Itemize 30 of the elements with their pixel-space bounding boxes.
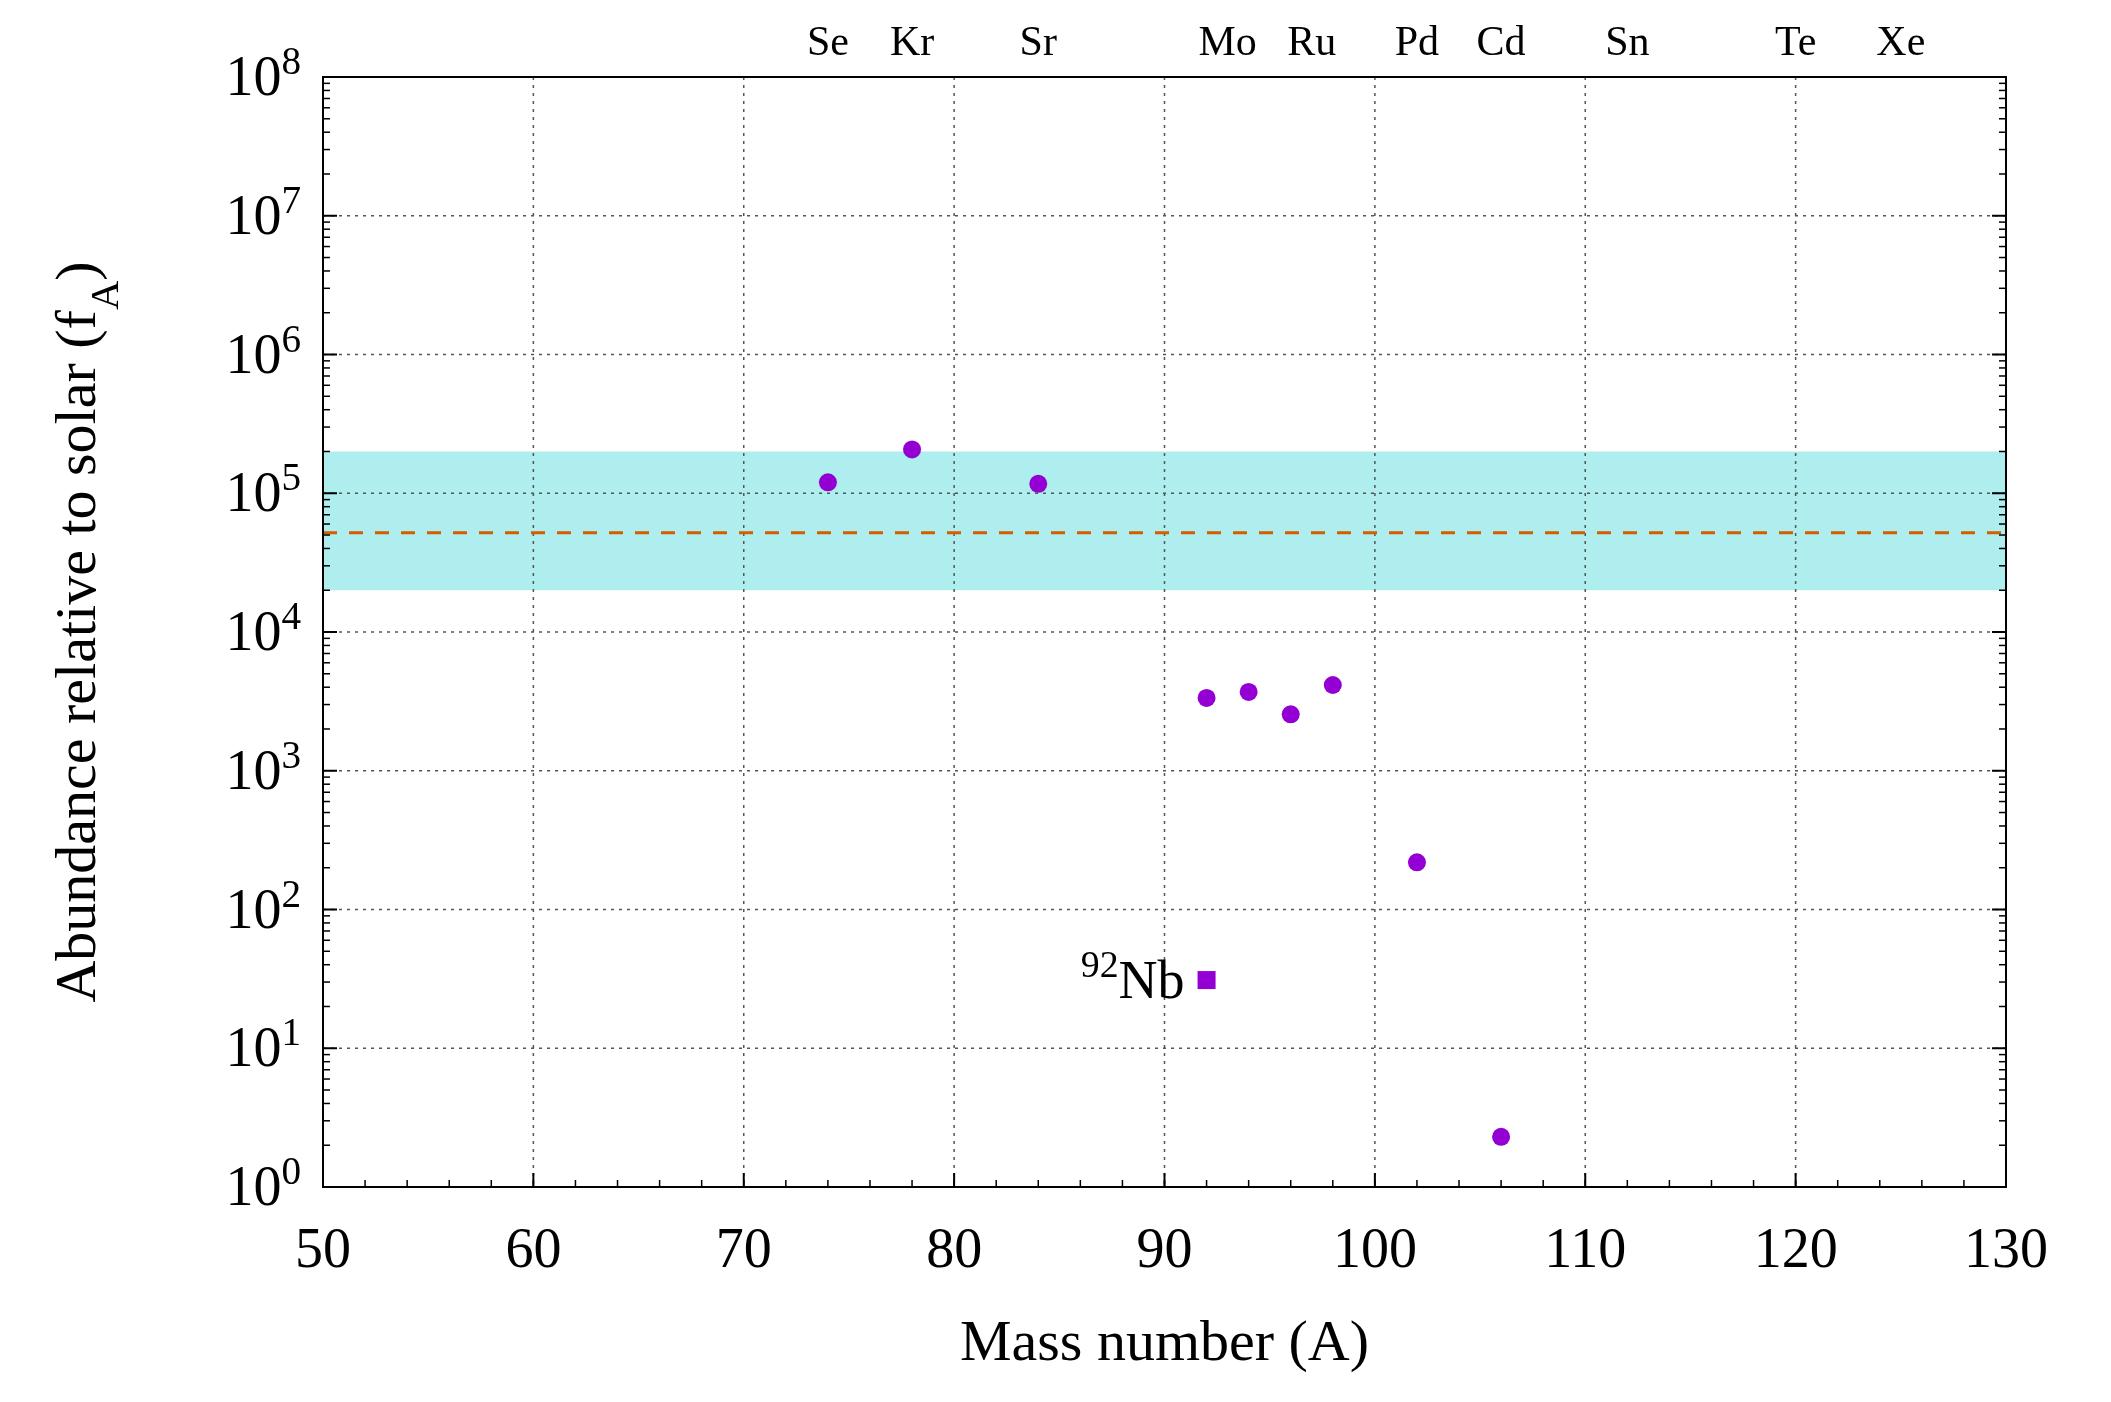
text: Mo: [1198, 18, 1257, 64]
y-tick-label: 10$^{5}$: [225, 454, 301, 524]
y-tick-label: 10$^{4}$: [225, 593, 301, 662]
y-tick-label: 10$^{7}$: [225, 177, 301, 246]
text: Ru: [1287, 18, 1337, 64]
y-tick-label: 10$^{6}$: [225, 316, 301, 385]
y-tick-label: 10$^{0}$: [225, 1148, 301, 1217]
text: Se: [806, 18, 849, 64]
x-tick-label: 90: [1136, 1217, 1193, 1279]
x-axis-title: Mass number (A): [959, 1308, 1370, 1373]
text: Te: [1774, 18, 1817, 64]
text: Pd: [1394, 18, 1440, 64]
text: Cd: [1476, 18, 1526, 64]
text: Xe: [1876, 18, 1926, 64]
x-tick-label: 70: [715, 1217, 772, 1279]
text: Sr: [1019, 18, 1057, 64]
x-tick-label: 120: [1753, 1217, 1838, 1279]
annotation: $^{92}$Nb: [1080, 943, 1185, 1011]
y-tick-label: 10$^{2}$: [225, 871, 301, 940]
x-tick-label: 80: [926, 1217, 983, 1279]
y-tick-label: 10$^{8}$: [225, 38, 301, 107]
y-tick-label: 10$^{1}$: [225, 1009, 301, 1079]
y-tick-label: 10$^{3}$: [225, 732, 301, 801]
text: Sn: [1605, 18, 1650, 64]
text: Kr: [889, 18, 935, 64]
x-tick-label: 100: [1332, 1217, 1417, 1279]
x-tick-label: 60: [505, 1217, 562, 1279]
x-tick-label: 110: [1544, 1217, 1627, 1279]
x-tick-label: 50: [295, 1217, 351, 1279]
x-tick-label: 130: [1964, 1217, 2048, 1279]
